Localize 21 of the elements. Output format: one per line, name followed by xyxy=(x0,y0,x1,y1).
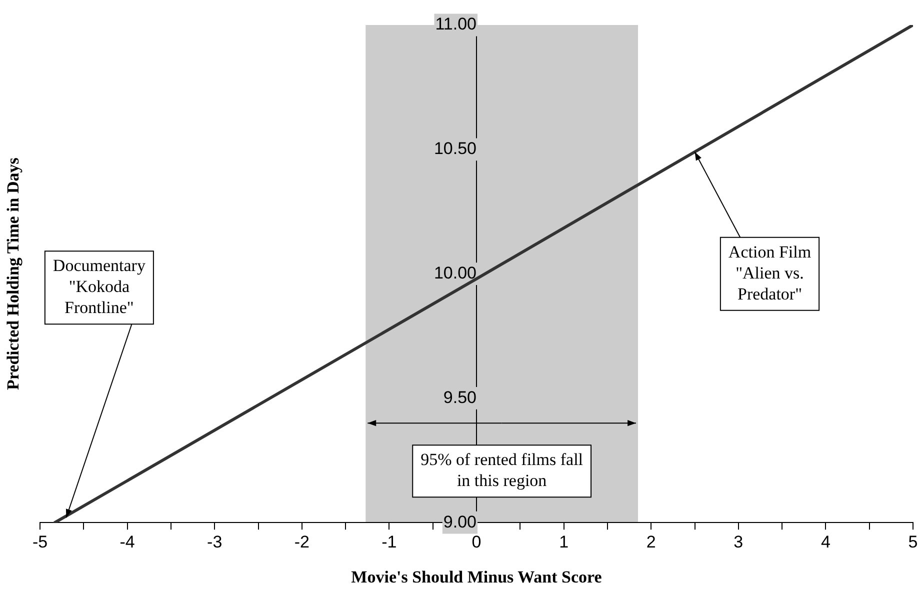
x-tick-label: 2 xyxy=(646,532,656,552)
x-tick-label: -1 xyxy=(382,532,397,552)
y-tick-label: 9.00 xyxy=(443,512,476,532)
annotation: Action Film "Alien vs. Predator" xyxy=(728,242,812,304)
y-tick-label: 11.00 xyxy=(435,14,476,34)
y-axis-title: Predicted Holding Time in Days xyxy=(3,157,22,390)
x-tick-label: 5 xyxy=(908,532,918,552)
x-tick-label: 3 xyxy=(734,532,744,552)
annotation: Documentary "Kokoda Frontline" xyxy=(52,256,146,318)
x-tick-label: 0 xyxy=(472,532,482,552)
x-tick-label: 1 xyxy=(559,532,569,552)
x-tick-label: -5 xyxy=(32,532,48,552)
band-label: 95% of rented films fall in this region xyxy=(420,450,584,490)
y-tick-label: 9.50 xyxy=(443,388,476,407)
x-tick-label: 4 xyxy=(820,532,830,552)
x-tick-label: -2 xyxy=(294,532,310,552)
y-tick-label: 10.00 xyxy=(434,263,476,282)
x-tick-label: -4 xyxy=(120,532,135,552)
y-tick-label: 10.50 xyxy=(434,139,476,158)
x-tick-label: -3 xyxy=(207,532,222,552)
x-axis-title: Movie's Should Minus Want Score xyxy=(351,567,602,586)
